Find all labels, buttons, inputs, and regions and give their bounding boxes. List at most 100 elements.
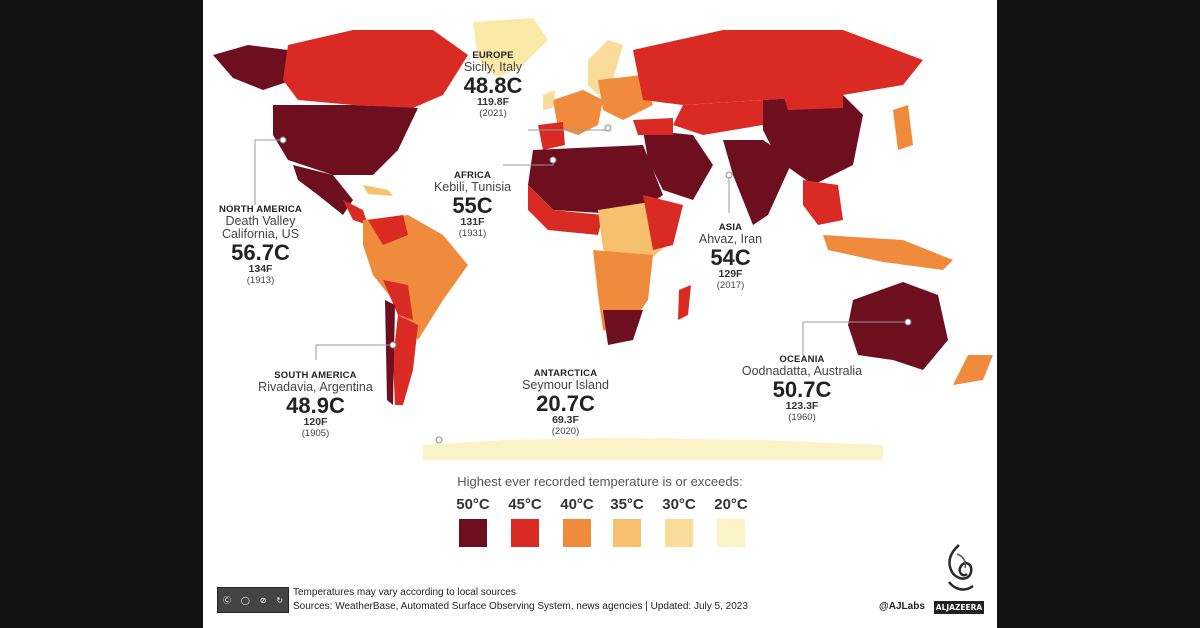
- callout-asia: ASIA Ahvaz, Iran 54C 129F (2017): [693, 222, 768, 292]
- map-region-middle-east: [643, 130, 713, 200]
- temp-celsius: 20.7C: [536, 391, 595, 416]
- temp-celsius: 50.7C: [772, 377, 832, 402]
- map-region-china: [763, 95, 863, 185]
- map-region-argentina: [393, 315, 418, 405]
- map-region-uk: [543, 90, 555, 110]
- map-region-south-africa: [603, 310, 643, 345]
- ajlabs-handle: @AJLabs: [879, 601, 925, 612]
- record-year: (2020): [551, 426, 580, 437]
- legend-label: 40°C: [560, 496, 594, 513]
- region-label: EUROPE: [472, 50, 514, 61]
- place-label-2: California, US: [221, 227, 300, 241]
- map-region-alaska: [213, 45, 293, 90]
- footer-note: Temperatures may vary according to local…: [293, 587, 516, 598]
- map-region-australia: [848, 282, 948, 370]
- callout-oceania: OCEANIA Oodnadatta, Australia 50.7C 123.…: [729, 354, 875, 424]
- region-label: NORTH AMERICA: [219, 204, 302, 215]
- map-region-central-asia: [673, 100, 763, 135]
- map-region-western-europe: [553, 90, 603, 135]
- map-region-antarctica: [423, 438, 883, 460]
- legend-swatch: [665, 519, 693, 547]
- map-region-usa: [273, 105, 418, 175]
- temp-fahrenheit: 131F: [460, 216, 485, 228]
- place-label: Death Valley: [225, 214, 296, 228]
- legend-item-50: 50°C: [443, 496, 503, 547]
- map-region-scandinavia: [588, 40, 623, 95]
- map-region-se-asia: [803, 180, 843, 225]
- place-label: Seymour Island: [522, 378, 609, 392]
- temp-fahrenheit: 123.3F: [785, 400, 819, 412]
- by-icon: ◯: [240, 595, 250, 605]
- legend-swatch: [613, 519, 641, 547]
- map-region-canada: [283, 30, 468, 108]
- map-region-turkey: [633, 118, 673, 135]
- map-region-north-africa: [528, 145, 663, 215]
- map-region-south-america-north: [363, 215, 468, 340]
- map-region-new-zealand: [953, 355, 993, 385]
- temp-fahrenheit: 129F: [718, 268, 743, 280]
- legend-item-45: 45°C: [495, 496, 555, 547]
- aljazeera-wordmark: ALJAZEERA: [934, 601, 984, 614]
- temp-celsius: 48.9C: [286, 393, 345, 418]
- temp-fahrenheit: 69.3F: [552, 414, 579, 426]
- map-region-mongolia: [783, 92, 843, 110]
- aljazeera-logo-icon: [948, 544, 974, 591]
- cc-icon: Ⓒ: [222, 595, 231, 605]
- map-region-pakistan-india: [723, 140, 793, 225]
- callout-antarctica: ANTARCTICA Seymour Island 20.7C 69.3F (2…: [508, 368, 623, 438]
- legend-title: Highest ever recorded temperature is or …: [457, 474, 743, 489]
- map-region-indonesia: [823, 235, 953, 270]
- legend-label: 45°C: [508, 496, 542, 513]
- place-label: Kebili, Tunisia: [433, 180, 512, 194]
- legend-label: 35°C: [610, 496, 644, 513]
- legend-swatch: [511, 519, 539, 547]
- map-region-west-africa: [528, 185, 603, 235]
- map-region-east-africa: [643, 195, 683, 250]
- temp-celsius: 55C: [452, 193, 493, 218]
- map-region-venezuela: [368, 215, 408, 245]
- legend-label: 20°C: [714, 496, 748, 513]
- footer-sources: Sources: WeatherBase, Automated Surface …: [293, 601, 748, 612]
- record-year: (1913): [246, 275, 275, 286]
- callout-dots: [279, 124, 912, 444]
- record-year: (1931): [458, 228, 487, 239]
- temp-celsius: 56.7C: [231, 240, 290, 265]
- map-region-chile: [385, 300, 395, 405]
- legend-item-20: 20°C: [701, 496, 761, 547]
- callout-africa: AFRICA Kebili, Tunisia 55C 131F (1931): [425, 170, 520, 240]
- callout-south-america: SOUTH AMERICA Rivadavia, Argentina 48.9C…: [243, 370, 388, 440]
- infographic-card: EUROPE Sicily, Italy 48.8C 119.8F (2021)…: [203, 0, 997, 628]
- world-map: [213, 18, 993, 460]
- legend-label: 50°C: [456, 496, 490, 513]
- map-region-greenland: [473, 18, 548, 78]
- region-label: AFRICA: [453, 170, 492, 181]
- place-label: Ahvaz, Iran: [698, 232, 763, 246]
- region-label: ASIA: [718, 222, 743, 233]
- legend-item-35: 35°C: [597, 496, 657, 547]
- region-label: ANTARCTICA: [533, 368, 598, 379]
- map-region-bolivia-paraguay: [383, 280, 413, 320]
- map-region-mexico: [293, 165, 353, 215]
- legend-item-40: 40°C: [547, 496, 607, 547]
- temp-fahrenheit: 120F: [303, 416, 328, 428]
- map-region-eastern-europe: [598, 75, 653, 120]
- record-year: (1905): [301, 428, 330, 439]
- temp-fahrenheit: 119.8F: [476, 96, 510, 108]
- record-year: (2017): [716, 280, 745, 291]
- legend-label: 30°C: [662, 496, 696, 513]
- map-region-japan: [893, 105, 913, 150]
- region-label: SOUTH AMERICA: [274, 370, 357, 381]
- region-label: OCEANIA: [779, 354, 825, 365]
- temp-celsius: 54C: [710, 245, 751, 270]
- map-region-madagascar: [678, 285, 691, 320]
- sa-icon: ↻: [276, 595, 284, 605]
- place-label: Sicily, Italy: [463, 60, 523, 74]
- map-region-russia: [633, 30, 923, 105]
- callout-north-america: NORTH AMERICA Death Valley California, U…: [208, 204, 313, 287]
- temp-fahrenheit: 134F: [248, 263, 273, 275]
- legend-swatch: [717, 519, 745, 547]
- map-region-caribbean: [363, 185, 393, 196]
- nc-icon: ⊘: [259, 595, 267, 605]
- cc-license-badge: Ⓒ ◯ ⊘ ↻: [217, 587, 289, 613]
- temp-celsius: 48.8C: [463, 73, 523, 98]
